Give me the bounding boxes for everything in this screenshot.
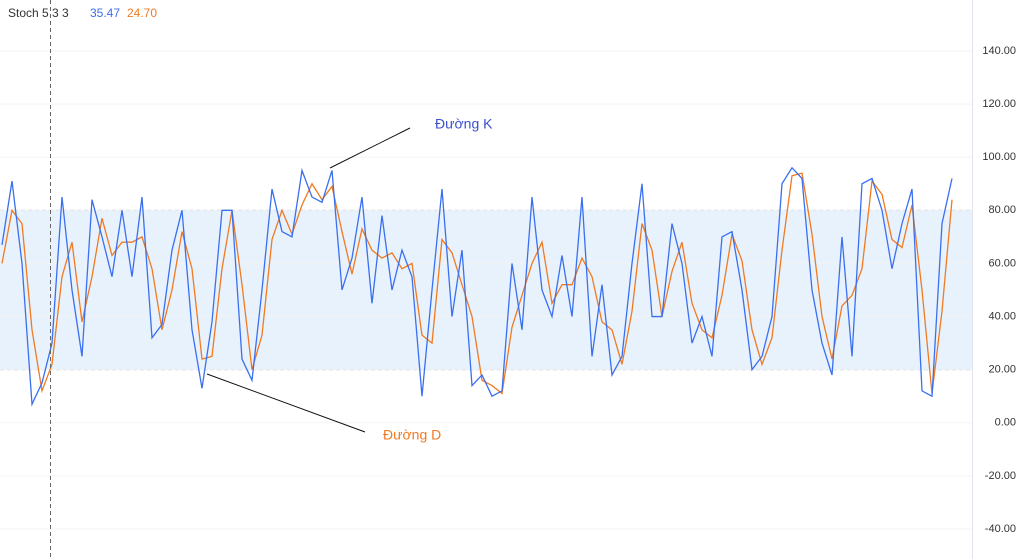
annotation: Đường D [383,427,441,443]
band-fill [0,210,972,370]
indicator-title: Stoch 5 3 3 [8,6,69,20]
y-tick-label: -40.00 [985,523,1016,535]
y-tick-label: 80.00 [988,204,1016,216]
y-tick-label: 140.00 [982,45,1016,57]
y-tick-label: 40.00 [988,310,1016,322]
y-tick-label: 20.00 [988,364,1016,376]
annotation: Đường K [435,116,493,132]
series-line [1,166,953,407]
series-line [1,172,953,395]
y-tick-label: 100.00 [982,151,1016,163]
annotation-pointer [206,373,366,433]
indicator-value: 24.70 [127,6,157,20]
plot-area [0,50,972,530]
annotation-pointer [329,127,411,169]
y-tick-label: 120.00 [982,98,1016,110]
indicator-value: 35.47 [90,6,120,20]
y-tick-label: 60.00 [988,257,1016,269]
y-tick-label: -20.00 [985,470,1016,482]
y-tick-label: 0.00 [995,417,1016,429]
